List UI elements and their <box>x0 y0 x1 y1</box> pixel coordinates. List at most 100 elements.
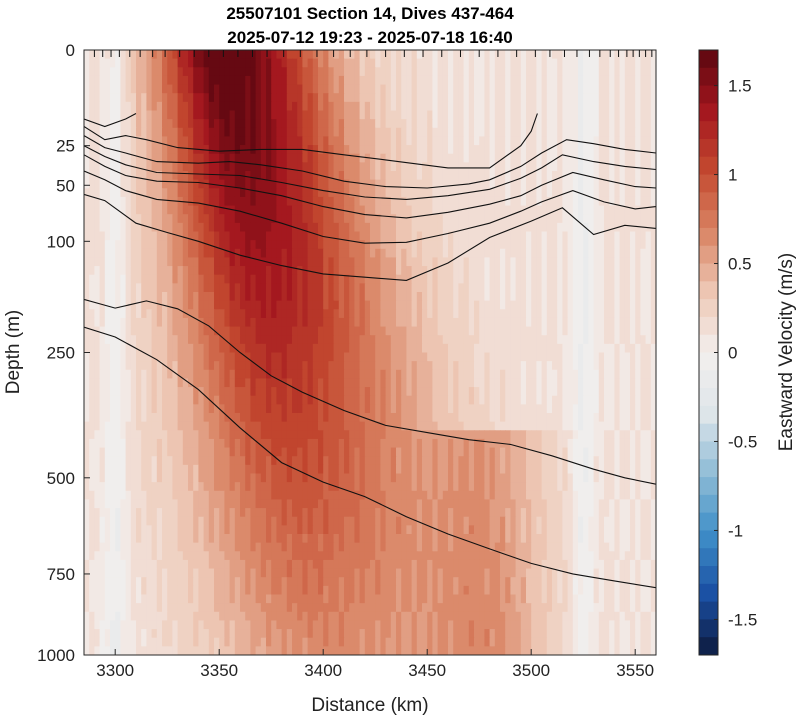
heatmap-cell <box>598 110 605 120</box>
heatmap-cell <box>546 430 553 440</box>
heatmap-cell <box>427 196 433 207</box>
heatmap-cell <box>94 274 101 284</box>
heatmap-cell <box>125 119 132 129</box>
heatmap-cell <box>333 413 340 423</box>
heatmap-cell <box>624 101 631 112</box>
heatmap-cell <box>328 162 335 172</box>
heatmap-cell <box>349 196 355 207</box>
heatmap-cell <box>177 421 184 431</box>
heatmap-cell <box>536 352 543 362</box>
heatmap-cell <box>229 421 236 431</box>
heatmap-cell <box>614 50 621 60</box>
heatmap-cell <box>110 317 116 328</box>
heatmap-cell <box>479 93 485 103</box>
heatmap-cell <box>630 205 636 215</box>
heatmap-cell <box>146 67 153 77</box>
heatmap-cell <box>120 127 127 138</box>
heatmap-cell <box>125 395 132 405</box>
heatmap-cell <box>619 266 626 276</box>
heatmap-cell <box>110 101 116 112</box>
heatmap-cell <box>234 361 241 371</box>
heatmap-cell <box>448 292 454 302</box>
heatmap-cell <box>572 292 579 302</box>
heatmap-cell <box>593 179 600 189</box>
heatmap-cell <box>307 171 314 181</box>
heatmap-cell <box>94 300 101 310</box>
heatmap-cell <box>193 430 199 440</box>
heatmap-cell <box>281 67 288 77</box>
heatmap-cell <box>84 266 90 276</box>
heatmap-cell <box>255 283 262 293</box>
heatmap-cell <box>120 179 127 189</box>
heatmap-cell <box>650 387 656 397</box>
heatmap-cell <box>624 413 631 423</box>
heatmap-cell <box>422 231 428 241</box>
heatmap-cell <box>234 84 241 94</box>
heatmap-cell <box>583 248 589 259</box>
heatmap-cell <box>552 231 558 241</box>
heatmap-cell <box>229 369 236 380</box>
heatmap-cell <box>307 309 314 319</box>
heatmap-cell <box>229 343 236 354</box>
heatmap-cell <box>380 404 387 414</box>
heatmap-cell <box>567 326 574 336</box>
heatmap-cell <box>234 119 241 129</box>
heatmap-cell <box>292 352 298 362</box>
heatmap-cell <box>593 378 600 388</box>
heatmap-cell <box>323 387 329 397</box>
heatmap-cell <box>541 162 548 172</box>
heatmap-cell <box>619 378 626 388</box>
heatmap-cell <box>156 317 163 328</box>
heatmap-cell <box>422 274 428 284</box>
heatmap-cell <box>110 413 116 423</box>
heatmap-cell <box>328 404 335 414</box>
heatmap-cell <box>432 153 439 163</box>
heatmap-cell <box>333 257 340 267</box>
heatmap-cell <box>182 387 189 397</box>
heatmap-cell <box>115 196 121 207</box>
heatmap-cell <box>250 421 257 431</box>
heatmap-cell <box>255 404 262 414</box>
heatmap-cell <box>396 58 402 68</box>
heatmap-cell <box>125 214 132 224</box>
heatmap-cell <box>583 317 589 328</box>
heatmap-cell <box>619 248 626 259</box>
heatmap-cell <box>177 395 184 405</box>
heatmap-cell <box>94 404 101 414</box>
heatmap-cell <box>281 205 288 215</box>
heatmap-cell <box>484 257 491 267</box>
heatmap-cell <box>463 248 470 259</box>
heatmap-cell <box>427 361 433 371</box>
heatmap-cell <box>250 119 257 129</box>
heatmap-cell <box>557 421 563 431</box>
heatmap-cell <box>208 240 215 250</box>
heatmap-cell <box>494 352 501 362</box>
heatmap-cell <box>219 274 225 284</box>
heatmap-cell <box>375 430 381 440</box>
heatmap-cell <box>229 179 236 189</box>
heatmap-cell <box>312 58 319 68</box>
heatmap-cell <box>198 214 205 224</box>
heatmap-cell <box>208 430 215 440</box>
heatmap-cell <box>500 188 506 198</box>
heatmap-cell <box>640 84 647 94</box>
heatmap-cell <box>474 317 480 328</box>
heatmap-cell <box>104 300 111 310</box>
heatmap-cell <box>99 430 106 440</box>
heatmap-cell <box>396 145 402 155</box>
heatmap-cell <box>500 430 506 440</box>
heatmap-cell <box>89 50 95 60</box>
heatmap-cell <box>437 84 444 94</box>
heatmap-cell <box>489 413 496 423</box>
heatmap-cell <box>234 93 241 103</box>
heatmap-cell <box>193 127 199 138</box>
heatmap-cell <box>292 387 298 397</box>
heatmap-cell <box>323 50 329 60</box>
heatmap-cell <box>333 101 340 112</box>
heatmap-cell <box>229 119 236 129</box>
heatmap-cell <box>151 145 158 155</box>
heatmap-cell <box>411 248 418 259</box>
heatmap-cell <box>172 404 179 414</box>
heatmap-cell <box>312 179 319 189</box>
heatmap-cell <box>562 352 569 362</box>
